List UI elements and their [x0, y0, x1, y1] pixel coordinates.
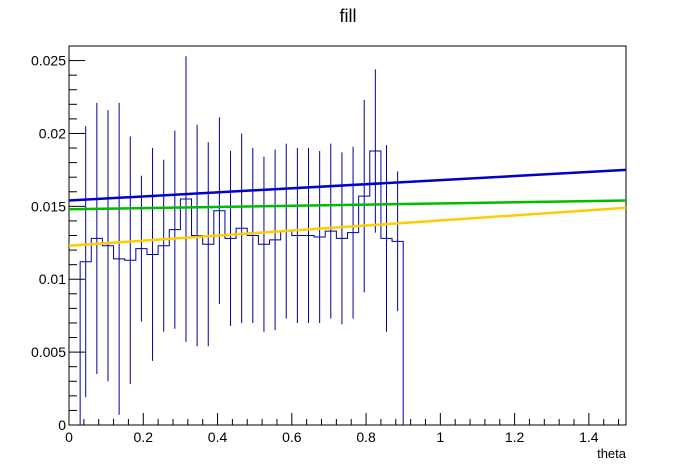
series-line — [68, 199, 627, 211]
x-tick-label: 0.8 — [356, 429, 376, 445]
y-tick-label: 0.015 — [31, 198, 66, 214]
fit-lines — [68, 168, 627, 247]
x-tick-label: 0.2 — [134, 429, 154, 445]
histogram — [79, 56, 404, 425]
x-tick-label: 1 — [436, 429, 444, 445]
x-axis: 0 0.2 0.4 0.6 0.8 1 1.2 1.4 — [65, 413, 620, 445]
y-tick-label: 0 — [58, 417, 66, 433]
x-tick-label: 1.4 — [579, 429, 599, 445]
x-axis-title: theta — [597, 446, 627, 461]
x-tick-label: 0.6 — [282, 429, 302, 445]
x-tick-label: 0 — [65, 429, 73, 445]
y-axis: 0 0.005 0.01 0.015 0.02 0.025 — [31, 45, 85, 433]
x-tick-label: 0.4 — [208, 429, 228, 445]
y-tick-label: 0.02 — [39, 125, 66, 141]
chart-title: fill — [340, 6, 357, 26]
y-tick-label: 0.005 — [31, 344, 66, 360]
series-line — [68, 168, 627, 202]
y-tick-label: 0.01 — [39, 271, 66, 287]
series-line — [68, 206, 627, 247]
histogram-outline — [79, 150, 404, 425]
x-tick-label: 1.2 — [505, 429, 525, 445]
y-tick-label: 0.025 — [31, 53, 66, 69]
